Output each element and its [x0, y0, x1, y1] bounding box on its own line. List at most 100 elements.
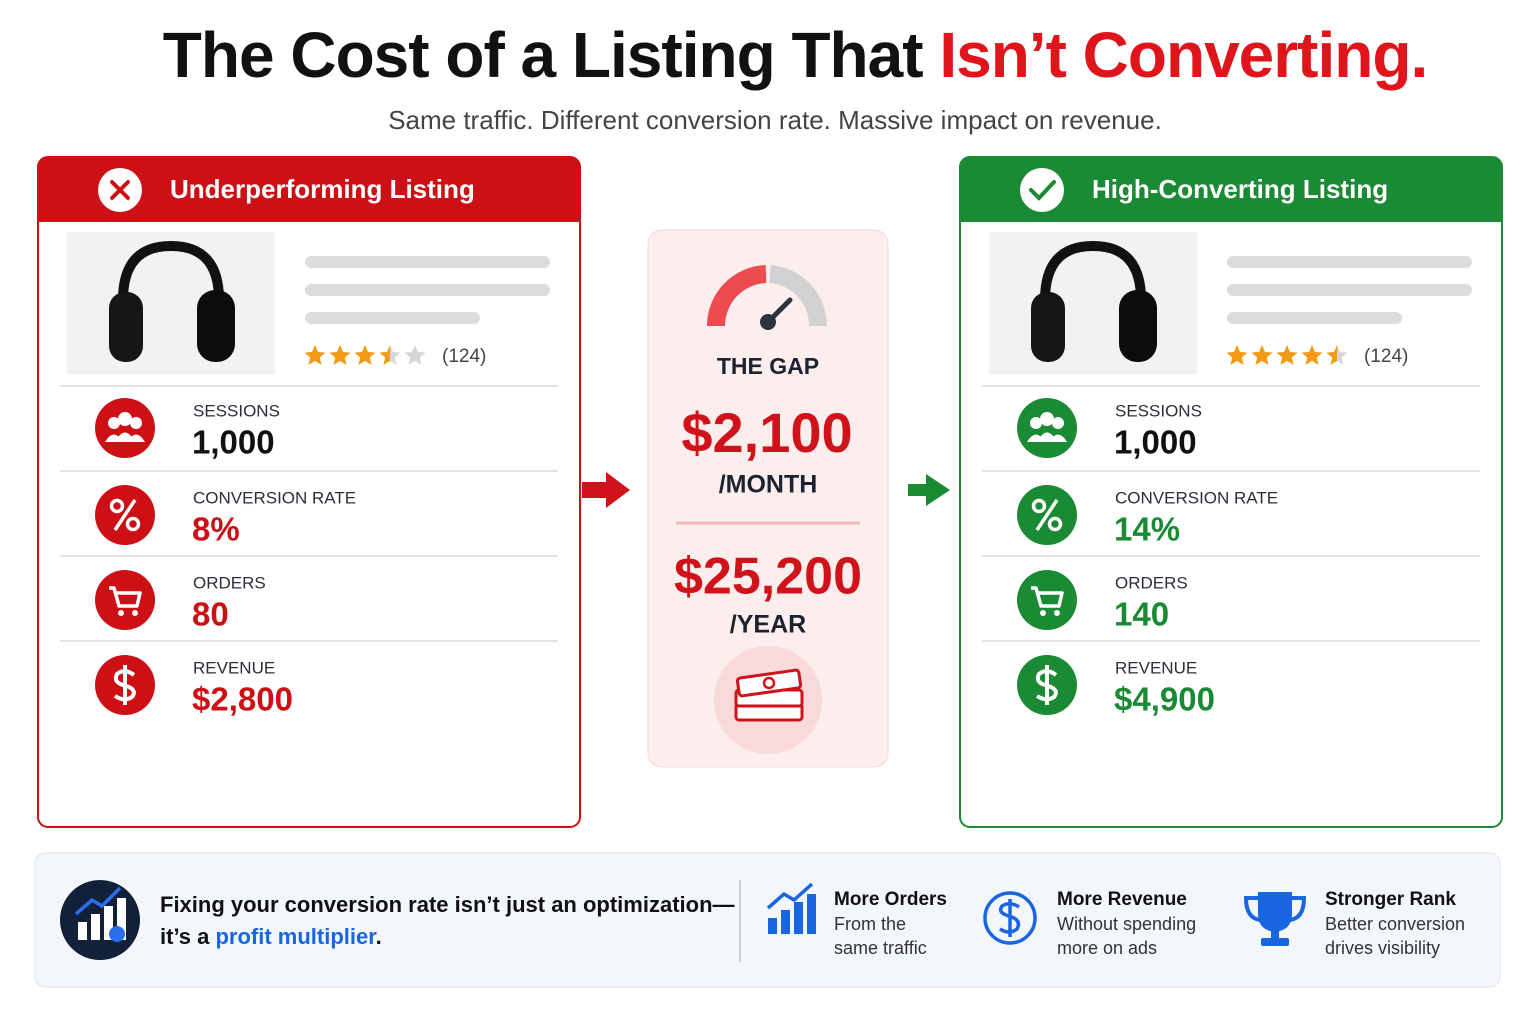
- benefit-text: more on ads: [1057, 938, 1157, 958]
- benefit-text: Better conversion: [1325, 914, 1465, 934]
- gap-label: THE GAP: [717, 353, 819, 379]
- icon-head: [1030, 417, 1042, 429]
- star: [1301, 345, 1323, 365]
- metric-value: 14%: [1114, 511, 1180, 548]
- title-lead: The Cost of a Listing That: [163, 19, 923, 91]
- subtitle: Same traffic. Different conversion rate.…: [388, 105, 1162, 135]
- panel-title: High-Converting Listing: [1092, 174, 1388, 204]
- benefit-title: More Orders: [834, 889, 947, 910]
- star: [329, 345, 351, 365]
- listing-panel: Underperforming Listing (124) SESSIONS 1,00…: [37, 156, 581, 828]
- icon-dot: [125, 516, 141, 532]
- review-count: (124): [442, 346, 486, 367]
- status-mark: [110, 180, 130, 200]
- icon-wheel: [118, 610, 124, 616]
- title-accent: Isn’t Converting.: [939, 19, 1427, 91]
- gap-yearly-unit: /YEAR: [730, 611, 806, 639]
- status-mark: [1029, 180, 1056, 201]
- message-lead: it’s a: [160, 924, 210, 949]
- icon-head: [130, 417, 142, 429]
- panel-header: [960, 157, 1502, 222]
- panel-header: [38, 157, 580, 222]
- footer-message: it’s a profit multiplier.: [160, 924, 382, 949]
- icon-dollar: [113, 665, 136, 705]
- metric-icon: [1017, 398, 1077, 458]
- panel-title: Underperforming Listing: [170, 174, 475, 204]
- message-accent: profit multiplier: [215, 924, 377, 949]
- metric-icon: [95, 398, 155, 458]
- metric-value: $4,900: [1114, 681, 1215, 718]
- text-placeholder: [1227, 312, 1402, 324]
- product-image: [989, 232, 1197, 374]
- gap-yearly: $25,200: [674, 548, 862, 606]
- icon-dot: [109, 498, 125, 514]
- metric-label: CONVERSION RATE: [1115, 488, 1278, 507]
- icon-head: [118, 412, 132, 426]
- metric-label: SESSIONS: [193, 401, 280, 420]
- star: [1251, 345, 1273, 365]
- metric-label: REVENUE: [193, 658, 275, 677]
- headphone-cup: [1119, 290, 1157, 362]
- star: [1326, 345, 1337, 365]
- star: [304, 345, 326, 365]
- gap-monthly: $2,100: [681, 401, 852, 464]
- product-image: [67, 232, 275, 374]
- money-icon: [714, 646, 822, 754]
- title: The Cost of a Listing That Isn’t Convert…: [163, 19, 1427, 91]
- metric-value: 80: [192, 596, 229, 633]
- icon-wheel: [1054, 610, 1060, 616]
- orders-icon: [766, 882, 816, 934]
- benefit-title: Stronger Rank: [1325, 889, 1456, 910]
- icon-slash: [113, 499, 137, 531]
- star: [379, 345, 390, 365]
- headphone-band: [118, 240, 224, 320]
- star: [1276, 345, 1298, 365]
- icon-wheel: [132, 610, 138, 616]
- metric-value: 8%: [192, 511, 240, 548]
- benefit-text: From the: [834, 914, 906, 934]
- icon-wheel: [1040, 610, 1046, 616]
- revenue-icon: [983, 891, 1037, 945]
- text-placeholder: [1227, 284, 1472, 296]
- review-count: (124): [1364, 346, 1408, 367]
- footer-message: Fixing your conversion rate isn’t just a…: [160, 892, 735, 917]
- icon-head: [108, 417, 120, 429]
- benefit-title: More Revenue: [1057, 889, 1187, 910]
- text-placeholder: [1227, 256, 1472, 268]
- star: [1226, 345, 1248, 365]
- rank-icon: [1243, 892, 1307, 946]
- icon-cart: [109, 586, 142, 608]
- growth-icon: [60, 880, 140, 960]
- gap-card: [647, 229, 889, 768]
- arrow: [582, 472, 630, 508]
- gauge-icon: [707, 265, 828, 330]
- metric-value: 1,000: [1114, 424, 1197, 461]
- icon-head: [1052, 417, 1064, 429]
- gap-monthly-unit: /MONTH: [719, 471, 818, 499]
- metric-label: ORDERS: [193, 573, 266, 592]
- metric-label: SESSIONS: [1115, 401, 1202, 420]
- icon-body: [1037, 432, 1057, 442]
- listing-panel: High-Converting Listing (124) SESSIONS 1,00…: [959, 156, 1503, 828]
- text-placeholder: [305, 312, 480, 324]
- metric-icon: [95, 570, 155, 630]
- icon-dollar: [1035, 665, 1058, 705]
- metric-label: ORDERS: [1115, 573, 1188, 592]
- icon-slash: [1035, 499, 1059, 531]
- benefit-text: drives visibility: [1325, 938, 1440, 958]
- icon-head: [1040, 412, 1054, 426]
- icon-body: [115, 432, 135, 442]
- metric-icon: [1017, 570, 1077, 630]
- metric-label: CONVERSION RATE: [193, 488, 356, 507]
- arrow: [908, 474, 950, 506]
- metric-value: 140: [1114, 596, 1169, 633]
- metric-value: $2,800: [192, 681, 293, 718]
- icon-dot: [1047, 516, 1063, 532]
- text-placeholder: [305, 256, 550, 268]
- star: [354, 345, 376, 365]
- benefit-text: Without spending: [1057, 914, 1196, 934]
- metric-label: REVENUE: [1115, 658, 1197, 677]
- status-icon: [1020, 168, 1064, 212]
